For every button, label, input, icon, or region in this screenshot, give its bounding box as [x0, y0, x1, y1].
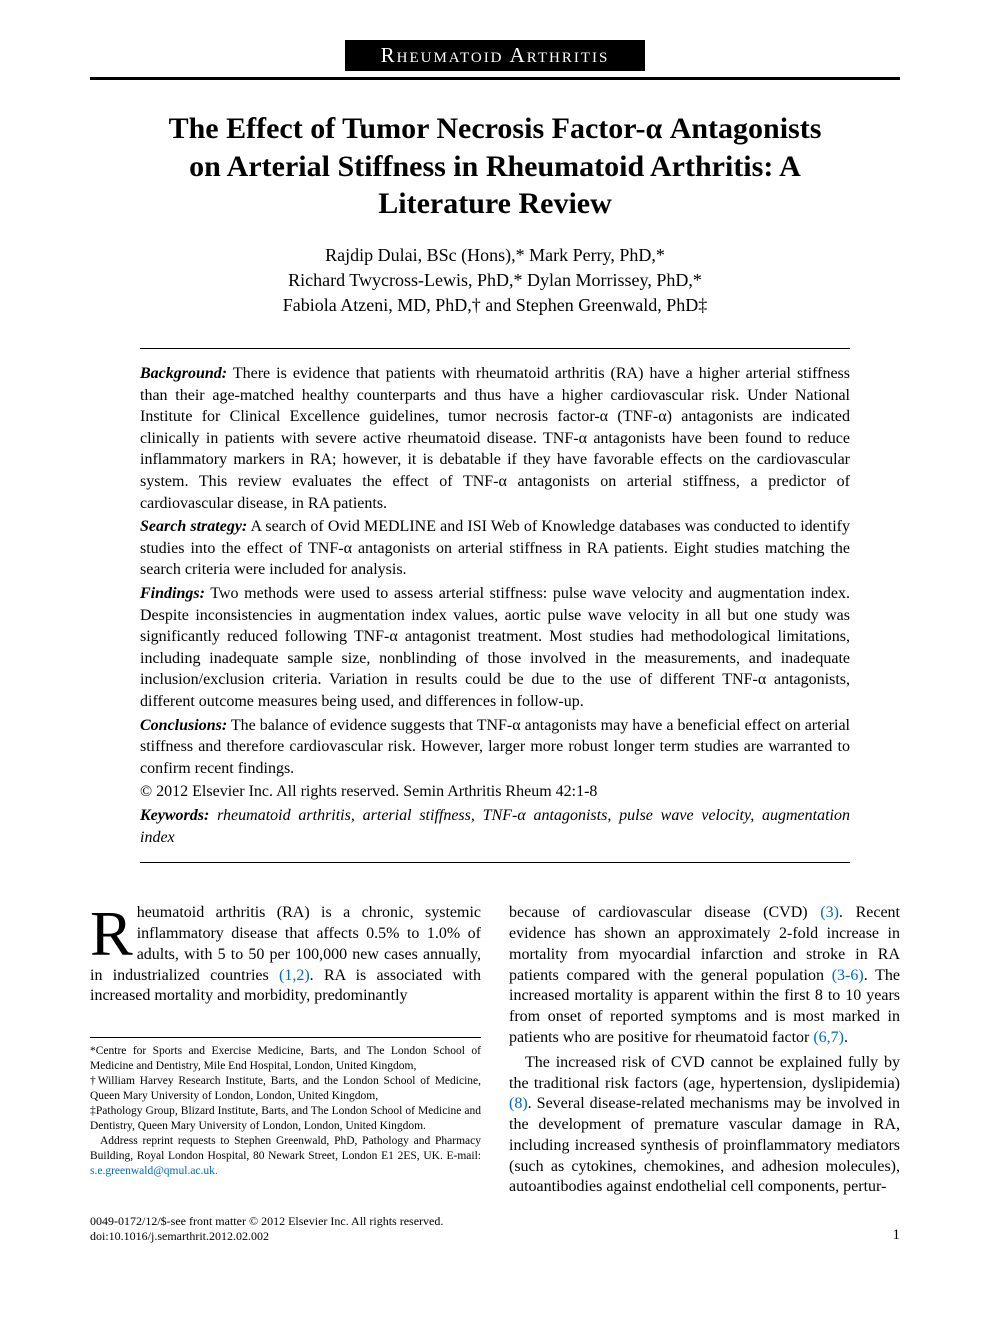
section-header: Rheumatoid Arthritis [345, 40, 645, 71]
affiliation-1: *Centre for Sports and Exercise Medicine… [90, 1044, 481, 1074]
author-list: Rajdip Dulai, BSc (Hons),* Mark Perry, P… [90, 243, 900, 319]
page-number: 1 [893, 1227, 901, 1244]
affiliation-2: †William Harvey Research Institute, Bart… [90, 1074, 481, 1104]
body-r-p2b: . Several disease-related mechanisms may… [509, 1095, 900, 1195]
abs-conclusions-text: The balance of evidence suggests that TN… [140, 717, 850, 777]
affiliation-3: ‡Pathology Group, Blizard Institute, Bar… [90, 1104, 481, 1134]
header-rule [90, 77, 900, 80]
ref-link-3[interactable]: (3) [820, 904, 839, 921]
ref-link-1-2[interactable]: (1,2) [279, 967, 310, 984]
footer: 0049-0172/12/$-see front matter © 2012 E… [90, 1214, 900, 1244]
body-r-p1d: . [844, 1029, 848, 1046]
footnotes: *Centre for Sports and Exercise Medicine… [90, 1037, 481, 1178]
body-r-p1a: because of cardiovascular disease (CVD) [509, 904, 820, 921]
abs-search-text: A search of Ovid MEDLINE and ISI Web of … [140, 518, 850, 578]
author-line-2: Richard Twycross-Lewis, PhD,* Dylan Morr… [288, 270, 702, 290]
abs-background-text: There is evidence that patients with rhe… [140, 365, 850, 512]
abs-findings-label: Findings: [140, 585, 205, 602]
abs-background-label: Background: [140, 365, 227, 382]
issn-line: 0049-0172/12/$-see front matter © 2012 E… [90, 1214, 443, 1229]
ref-link-6-7[interactable]: (6,7) [813, 1029, 844, 1046]
left-column: Rheumatoid arthritis (RA) is a chronic, … [90, 903, 481, 1198]
journal-page: Rheumatoid Arthritis The Effect of Tumor… [0, 0, 990, 1284]
author-line-3: Fabiola Atzeni, MD, PhD,† and Stephen Gr… [283, 295, 707, 315]
abs-copyright: © 2012 Elsevier Inc. All rights reserved… [140, 781, 850, 803]
body-columns: Rheumatoid arthritis (RA) is a chronic, … [90, 903, 900, 1198]
abs-findings-text: Two methods were used to assess arterial… [140, 585, 850, 710]
abs-search-label: Search strategy: [140, 518, 247, 535]
abs-conclusions-label: Conclusions: [140, 717, 227, 734]
ref-link-3-6[interactable]: (3-6) [832, 967, 864, 984]
abs-keywords-label: Keywords: [140, 807, 209, 824]
correspondence: Address reprint requests to Stephen Gree… [90, 1135, 481, 1162]
corr-email-link[interactable]: s.e.greenwald@qmul.ac.uk. [90, 1165, 218, 1177]
abs-keywords-text: rheumatoid arthritis, arterial stiffness… [140, 807, 850, 846]
body-r-p2a: The increased risk of CVD cannot be expl… [509, 1054, 900, 1092]
article-title: The Effect of Tumor Necrosis Factor-α An… [150, 110, 840, 223]
doi: doi:10.1016/j.semarthrit.2012.02.002 [90, 1229, 443, 1244]
dropcap: R [90, 903, 137, 961]
right-column: because of cardiovascular disease (CVD) … [509, 903, 900, 1198]
abstract: Background: There is evidence that patie… [140, 348, 850, 863]
ref-link-8[interactable]: (8) [509, 1095, 528, 1112]
author-line-1: Rajdip Dulai, BSc (Hons),* Mark Perry, P… [325, 245, 665, 265]
